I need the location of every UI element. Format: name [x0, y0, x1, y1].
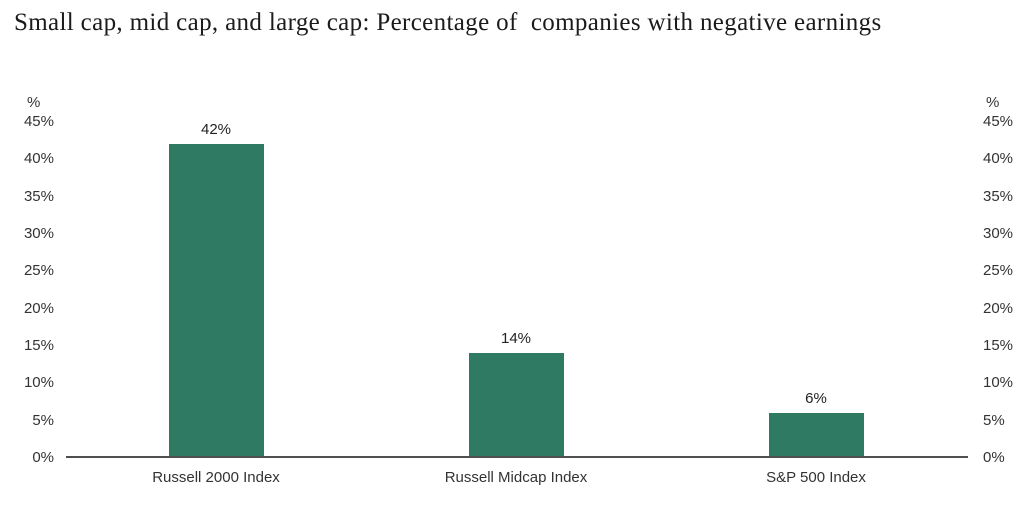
y-axis-unit-left: %: [27, 94, 41, 111]
y-axis-tick-label-right: 40%: [983, 150, 1014, 168]
bar: [468, 353, 564, 458]
chart-title: Small cap, mid cap, and large cap: Perce…: [14, 9, 882, 36]
y-axis-tick-label-left: 15%: [23, 336, 54, 354]
y-axis-tick-label-right: 15%: [983, 336, 1014, 354]
y-axis-tick-label-right: 25%: [983, 262, 1014, 280]
y-axis-tick-label-left: 25%: [23, 262, 54, 280]
y-axis-tick-label-left: 0%: [32, 449, 54, 466]
bar-group: 14%: [468, 330, 564, 458]
x-axis-category-label: Russell Midcap Index: [444, 469, 588, 486]
x-axis-category-label: S&P 500 Index: [766, 469, 866, 486]
bar-group: 42%: [168, 121, 264, 458]
y-axis-tick-label-right: 5%: [983, 411, 1005, 429]
y-axis-tick-label-right: 30%: [983, 224, 1014, 242]
y-axis-tick-label-left: 45%: [23, 112, 54, 130]
y-axis-tick-label-left: 35%: [23, 187, 54, 205]
bar-group: 6%: [768, 390, 864, 458]
y-axis-unit-right: %: [986, 94, 1000, 111]
bar-value-label: 6%: [805, 390, 827, 408]
y-axis-tick-label-left: 20%: [23, 299, 54, 317]
x-axis-category-label: Russell 2000 Index: [152, 469, 280, 486]
y-axis-tick-label-right: 0%: [983, 449, 1005, 466]
y-axis-tick-label-right: 45%: [983, 112, 1014, 130]
y-axis-tick-label-left: 10%: [23, 374, 54, 392]
y-axis-tick-label-right: 20%: [983, 299, 1014, 317]
y-axis-tick-label-left: 30%: [23, 224, 54, 242]
x-axis-line: [66, 456, 968, 458]
bar-value-label: 14%: [500, 330, 532, 348]
y-axis-tick-label-left: 40%: [23, 150, 54, 168]
y-axis-tick-label-right: 10%: [983, 374, 1014, 392]
bar-value-label: 42%: [200, 121, 232, 139]
bar: [768, 413, 864, 458]
y-axis-tick-label-right: 35%: [983, 187, 1014, 205]
y-axis-tick-label-left: 5%: [32, 411, 54, 429]
bar: [168, 144, 264, 458]
